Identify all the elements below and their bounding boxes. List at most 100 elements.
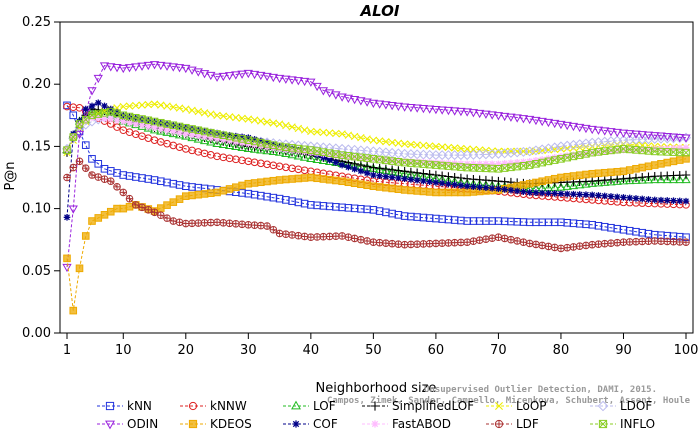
data-point [238, 181, 246, 190]
data-point [395, 157, 402, 165]
data-point [207, 218, 215, 227]
data-point [162, 62, 172, 71]
data-point [495, 185, 502, 192]
data-point [75, 157, 84, 166]
data-point [112, 64, 122, 73]
data-point [681, 170, 691, 180]
data-point [650, 237, 659, 245]
data-point [307, 233, 315, 242]
data-point [470, 183, 477, 191]
data-point [632, 195, 640, 202]
data-point [469, 237, 478, 245]
data-point [188, 106, 196, 115]
data-point [532, 178, 540, 187]
data-point [294, 174, 303, 183]
data-point [382, 239, 390, 247]
legend-label: INFLO [620, 417, 655, 431]
legend-label: FastABOD [392, 417, 451, 431]
data-point [463, 238, 471, 246]
data-point [369, 182, 378, 191]
data-point [456, 107, 466, 117]
data-point [368, 99, 379, 108]
data-point [438, 239, 446, 247]
data-point [219, 112, 228, 120]
series-ldf [63, 157, 690, 253]
data-point [500, 234, 509, 243]
data-point [425, 169, 434, 179]
legend-swatch-marker [291, 400, 301, 410]
data-point [513, 159, 521, 166]
data-point [431, 170, 441, 180]
data-point [243, 143, 253, 153]
data-point [307, 173, 315, 182]
data-point [432, 142, 440, 151]
data-point [157, 101, 165, 109]
data-point [569, 243, 578, 251]
data-point [426, 178, 433, 186]
data-point [444, 188, 453, 197]
data-point [307, 149, 315, 156]
data-point [332, 152, 340, 159]
data-point [374, 100, 385, 109]
data-point [419, 240, 428, 248]
data-point [270, 144, 277, 152]
data-point [118, 64, 128, 74]
data-point [138, 101, 146, 109]
data-point [237, 142, 247, 152]
data-point [606, 177, 616, 186]
data-point [269, 119, 278, 127]
data-point [407, 240, 415, 249]
data-point [75, 120, 84, 128]
data-point [213, 218, 221, 227]
data-point [256, 145, 266, 154]
data-point [281, 75, 291, 84]
data-point [357, 235, 365, 244]
data-point [106, 207, 115, 216]
data-point [400, 140, 409, 148]
data-point [263, 118, 271, 126]
data-point [106, 177, 115, 186]
data-point [406, 103, 416, 113]
data-point [413, 141, 421, 149]
x-tick-label: 10 [115, 343, 132, 358]
data-point [413, 158, 421, 166]
data-point [275, 176, 284, 184]
legend-item-knn: kNN [97, 399, 152, 413]
data-point [407, 158, 415, 165]
data-point [551, 154, 558, 161]
data-point [625, 238, 634, 246]
data-point [338, 232, 346, 240]
data-point [432, 179, 440, 186]
data-point [300, 174, 309, 182]
data-point [169, 103, 177, 111]
data-point [476, 160, 483, 168]
data-point [488, 234, 496, 243]
y-tick-label: 0.05 [22, 264, 51, 279]
data-point [276, 145, 283, 153]
data-point [612, 128, 622, 138]
data-point [301, 148, 308, 156]
data-point [200, 218, 209, 227]
data-point [232, 132, 240, 140]
data-point [326, 151, 333, 159]
series-line [66, 111, 686, 190]
data-point [657, 196, 665, 204]
data-point [413, 240, 421, 248]
data-point [125, 194, 134, 203]
data-point [188, 219, 196, 228]
data-point [119, 188, 128, 197]
data-point [463, 145, 471, 153]
data-point [375, 163, 384, 173]
data-point [181, 192, 190, 200]
data-point [450, 172, 459, 182]
data-point [350, 234, 359, 243]
data-point [557, 244, 565, 253]
data-point [663, 237, 672, 246]
data-point [126, 119, 133, 127]
data-point [100, 211, 109, 219]
data-point [175, 195, 184, 203]
data-point [557, 153, 565, 160]
data-point [212, 138, 222, 148]
legend-label: LOF [313, 399, 336, 413]
data-point [557, 173, 565, 182]
